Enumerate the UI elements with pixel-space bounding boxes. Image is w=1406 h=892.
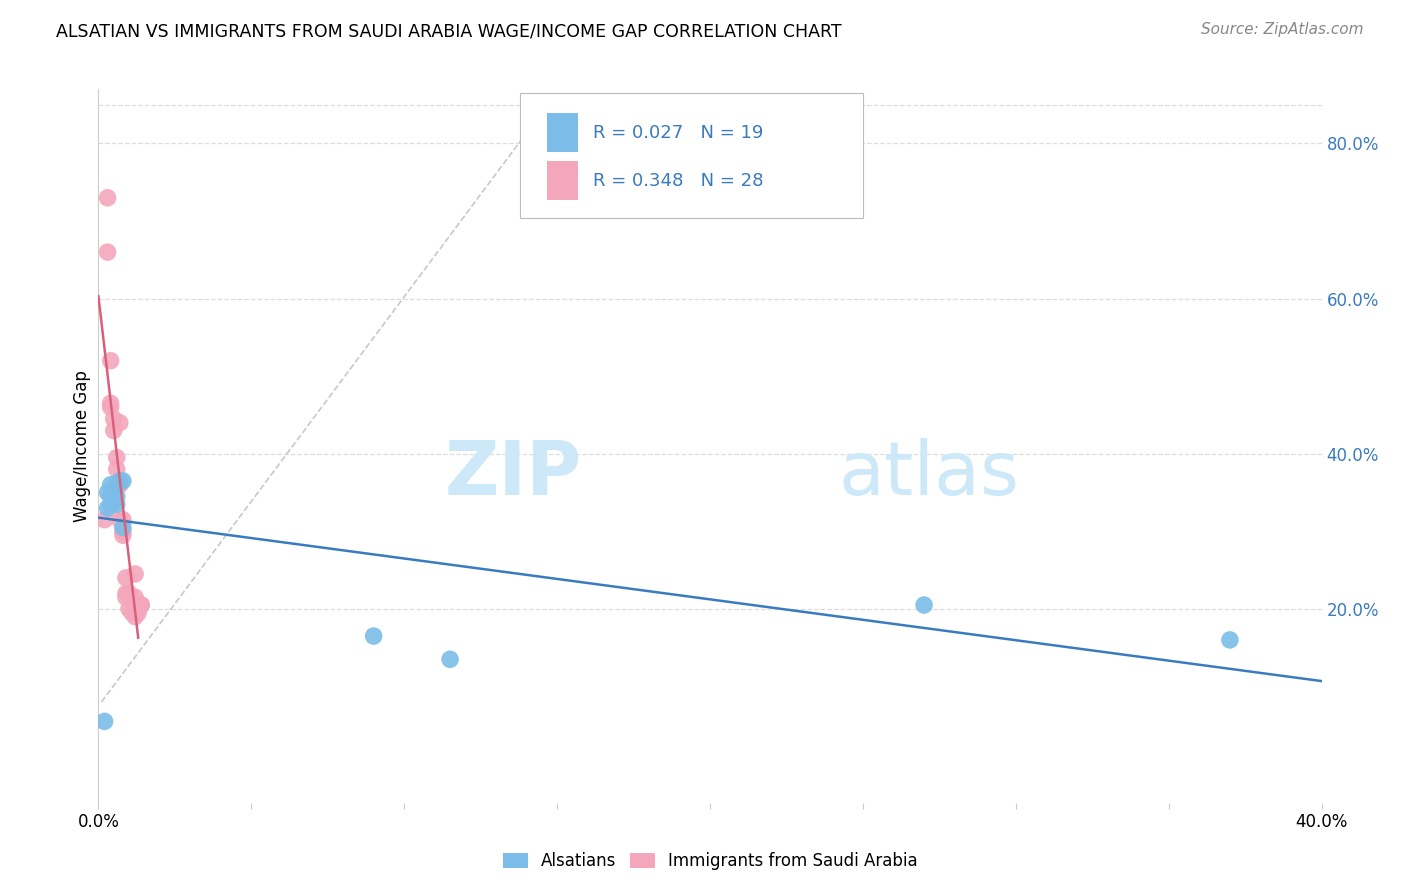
Text: R = 0.027   N = 19: R = 0.027 N = 19 (592, 124, 763, 142)
Point (103, 493, 125, 508)
Point (103, 412, 125, 426)
Point (105, 490, 128, 504)
Point (129, 598, 152, 612)
Point (108, 416, 131, 430)
Point (127, 606, 149, 620)
Point (115, 591, 138, 605)
Point (93, 714, 115, 729)
Point (103, 490, 125, 504)
Point (103, 485, 125, 500)
Point (111, 520, 134, 534)
Point (105, 462, 128, 476)
Point (363, 629, 385, 643)
Point (111, 474, 134, 488)
Point (97, 191, 120, 205)
Point (121, 606, 143, 620)
Point (124, 609, 146, 624)
Point (108, 513, 131, 527)
Point (100, 353, 122, 368)
Point (1219, 632, 1241, 647)
Point (912, 598, 935, 612)
Point (124, 591, 146, 605)
Point (439, 652, 461, 666)
Point (118, 602, 141, 616)
Point (100, 396, 122, 410)
Point (93, 513, 115, 527)
Point (97, 485, 120, 500)
Y-axis label: Wage/Income Gap: Wage/Income Gap (73, 370, 91, 522)
Point (115, 586, 138, 600)
Point (108, 474, 131, 488)
Point (129, 598, 152, 612)
Point (118, 586, 141, 600)
Point (111, 528, 134, 542)
Point (111, 524, 134, 539)
Point (105, 450, 128, 465)
Point (97, 501, 120, 516)
Text: ZIP: ZIP (444, 438, 582, 511)
Legend: Alsatians, Immigrants from Saudi Arabia: Alsatians, Immigrants from Saudi Arabia (496, 846, 924, 877)
Point (103, 424, 125, 438)
Point (111, 513, 134, 527)
Point (115, 571, 138, 585)
Point (105, 477, 128, 491)
Point (105, 497, 128, 511)
Text: atlas: atlas (838, 438, 1019, 511)
Text: Source: ZipAtlas.com: Source: ZipAtlas.com (1201, 22, 1364, 37)
Point (100, 477, 122, 491)
Point (97, 245, 120, 260)
Text: ALSATIAN VS IMMIGRANTS FROM SAUDI ARABIA WAGE/INCOME GAP CORRELATION CHART: ALSATIAN VS IMMIGRANTS FROM SAUDI ARABIA… (56, 22, 842, 40)
Point (100, 401, 122, 415)
Point (100, 497, 122, 511)
Point (108, 477, 131, 491)
FancyBboxPatch shape (520, 93, 863, 218)
Text: R = 0.348   N = 28: R = 0.348 N = 28 (592, 171, 763, 189)
Point (124, 566, 146, 581)
Bar (547, 112, 578, 152)
Point (100, 490, 122, 504)
Bar (547, 161, 578, 200)
